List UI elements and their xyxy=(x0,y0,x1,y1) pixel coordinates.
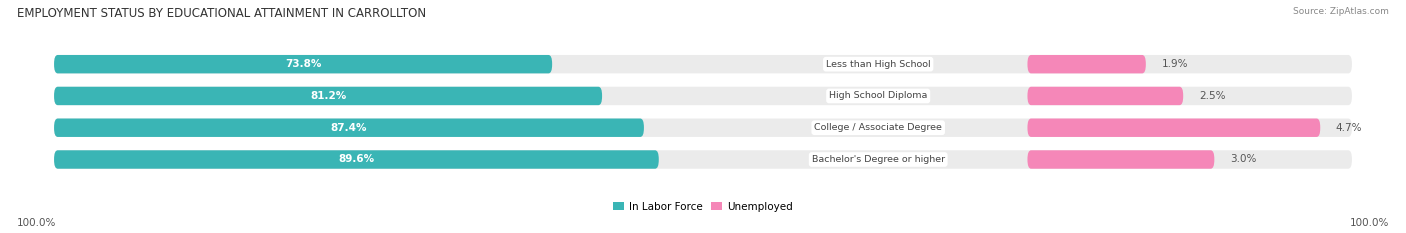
Text: Less than High School: Less than High School xyxy=(825,60,931,69)
Text: 89.6%: 89.6% xyxy=(339,154,374,164)
Text: Bachelor's Degree or higher: Bachelor's Degree or higher xyxy=(811,155,945,164)
Text: 1.9%: 1.9% xyxy=(1161,59,1188,69)
FancyBboxPatch shape xyxy=(1028,55,1146,73)
FancyBboxPatch shape xyxy=(53,87,602,105)
Text: 100.0%: 100.0% xyxy=(1350,218,1389,228)
FancyBboxPatch shape xyxy=(1028,119,1320,137)
FancyBboxPatch shape xyxy=(53,119,1353,137)
Text: 4.7%: 4.7% xyxy=(1336,123,1362,133)
Text: 73.8%: 73.8% xyxy=(285,59,322,69)
FancyBboxPatch shape xyxy=(53,87,1353,105)
Text: College / Associate Degree: College / Associate Degree xyxy=(814,123,942,132)
Legend: In Labor Force, Unemployed: In Labor Force, Unemployed xyxy=(609,197,797,216)
FancyBboxPatch shape xyxy=(1028,150,1215,169)
Text: 3.0%: 3.0% xyxy=(1230,154,1257,164)
Text: High School Diploma: High School Diploma xyxy=(830,92,928,100)
Text: Source: ZipAtlas.com: Source: ZipAtlas.com xyxy=(1294,7,1389,16)
FancyBboxPatch shape xyxy=(53,150,659,169)
Text: 100.0%: 100.0% xyxy=(17,218,56,228)
Text: 81.2%: 81.2% xyxy=(309,91,346,101)
Text: EMPLOYMENT STATUS BY EDUCATIONAL ATTAINMENT IN CARROLLTON: EMPLOYMENT STATUS BY EDUCATIONAL ATTAINM… xyxy=(17,7,426,20)
FancyBboxPatch shape xyxy=(53,55,1353,73)
FancyBboxPatch shape xyxy=(53,119,644,137)
FancyBboxPatch shape xyxy=(1028,87,1184,105)
FancyBboxPatch shape xyxy=(53,150,1353,169)
Text: 2.5%: 2.5% xyxy=(1199,91,1225,101)
FancyBboxPatch shape xyxy=(53,55,553,73)
Text: 87.4%: 87.4% xyxy=(330,123,367,133)
